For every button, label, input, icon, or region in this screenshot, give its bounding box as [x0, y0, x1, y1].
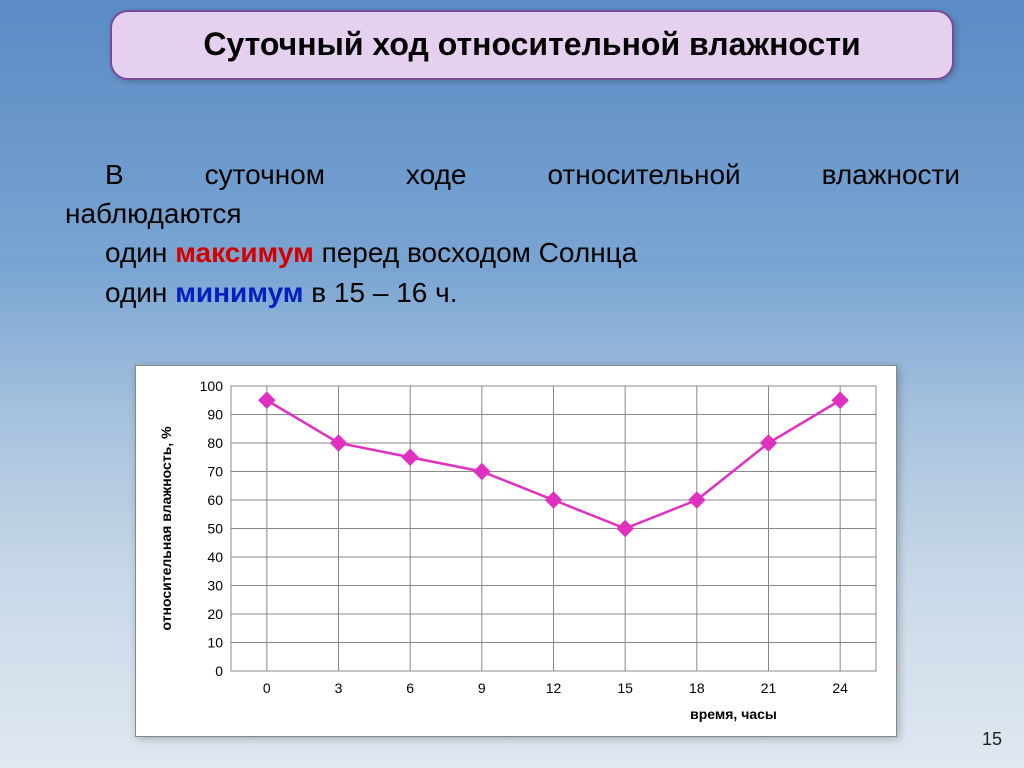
slide-title: Суточный ход относительной влажности — [132, 24, 932, 66]
humidity-chart: 0 10 20 30 40 50 60 70 80 90 100 0 3 6 9 12 15 18 21 24 отно… — [135, 365, 897, 737]
svg-text:12: 12 — [546, 680, 562, 696]
svg-text:30: 30 — [207, 578, 223, 594]
body-line2-pre: один — [105, 237, 175, 268]
svg-text:80: 80 — [207, 435, 223, 451]
svg-text:90: 90 — [207, 407, 223, 423]
body-line2-post: перед восходом Солнца — [314, 237, 637, 268]
svg-text:15: 15 — [617, 680, 633, 696]
keyword-minimum: минимум — [175, 277, 303, 308]
svg-text:70: 70 — [207, 464, 223, 480]
body-text: В суточном ходе относительной влажности … — [65, 155, 960, 312]
svg-text:50: 50 — [207, 521, 223, 537]
svg-text:0: 0 — [215, 663, 223, 679]
svg-text:9: 9 — [478, 680, 486, 696]
svg-text:0: 0 — [263, 680, 271, 696]
keyword-maximum: максимум — [175, 237, 314, 268]
svg-text:24: 24 — [832, 680, 848, 696]
chart-svg: 0 10 20 30 40 50 60 70 80 90 100 0 3 6 9 12 15 18 21 24 отно… — [136, 366, 896, 736]
svg-text:40: 40 — [207, 549, 223, 565]
svg-text:6: 6 — [406, 680, 414, 696]
svg-text:3: 3 — [335, 680, 343, 696]
title-box: Суточный ход относительной влажности — [110, 10, 954, 80]
body-line3-post: в 15 – 16 ч. — [304, 277, 458, 308]
body-line1b: наблюдаются — [65, 198, 242, 229]
body-line3-pre: один — [105, 277, 175, 308]
svg-text:относительная влажность, %: относительная влажность, % — [158, 426, 174, 631]
svg-text:60: 60 — [207, 492, 223, 508]
body-line1a: В суточном ходе относительной влажности — [105, 159, 960, 190]
svg-text:100: 100 — [200, 378, 224, 394]
svg-text:20: 20 — [207, 606, 223, 622]
slide: Суточный ход относительной влажности В с… — [0, 0, 1024, 768]
page-number: 15 — [982, 729, 1002, 750]
svg-text:время, часы: время, часы — [690, 706, 777, 722]
svg-text:10: 10 — [207, 635, 223, 651]
svg-text:18: 18 — [689, 680, 705, 696]
svg-text:21: 21 — [761, 680, 777, 696]
